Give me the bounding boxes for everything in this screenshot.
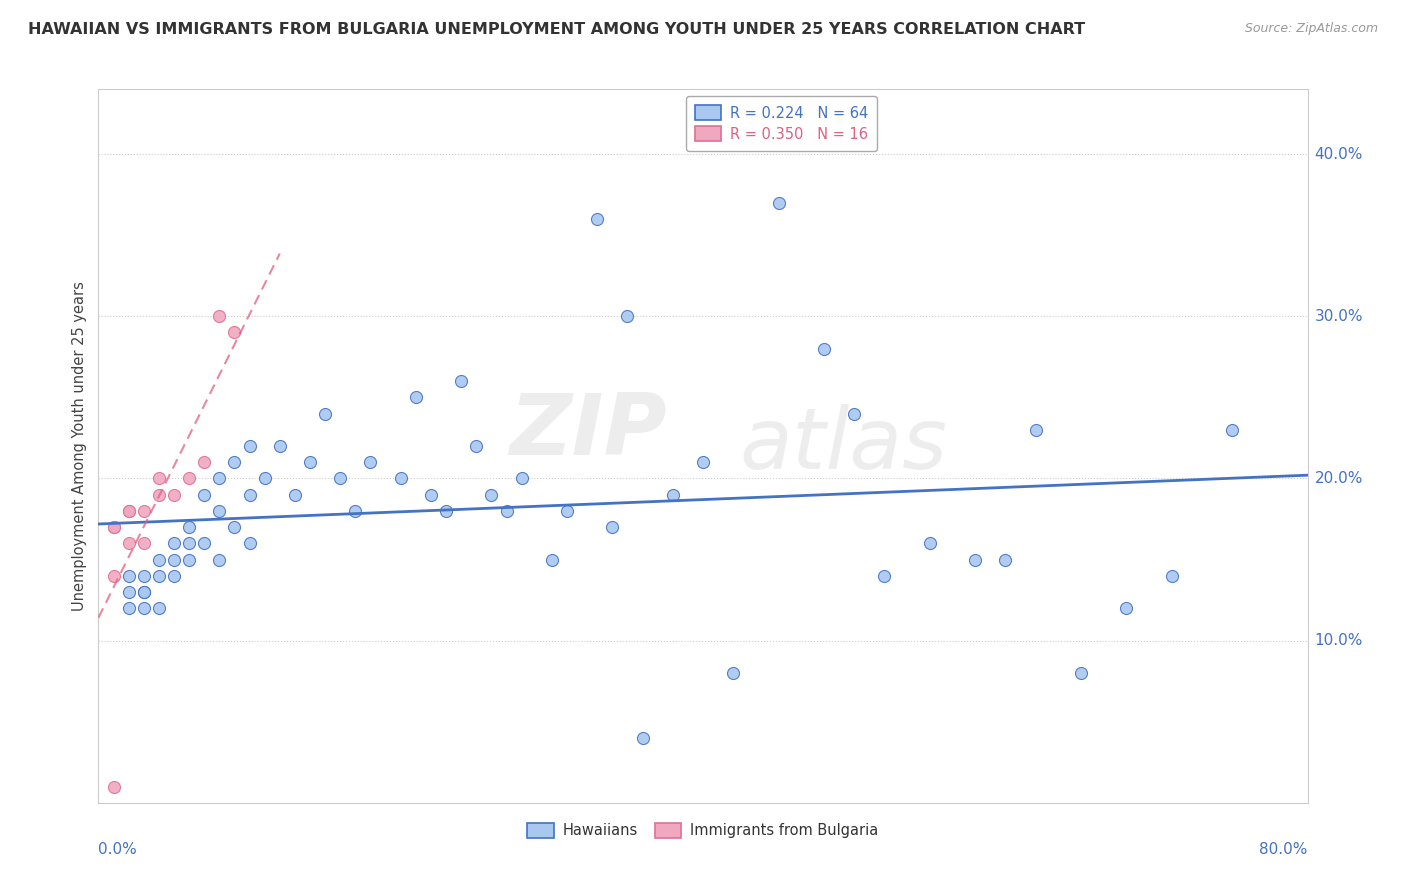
Point	[118, 585, 141, 599]
Point	[224, 455, 246, 469]
Point	[118, 504, 141, 518]
Point	[208, 504, 231, 518]
Point	[253, 471, 276, 485]
Point	[495, 504, 517, 518]
Point	[132, 568, 155, 582]
Point	[360, 455, 382, 469]
Point	[179, 471, 201, 485]
Point	[132, 504, 155, 518]
Point	[148, 601, 170, 615]
Point	[1115, 601, 1137, 615]
Point	[239, 488, 262, 502]
Point	[239, 439, 262, 453]
Text: 30.0%: 30.0%	[1315, 309, 1362, 324]
Point	[1160, 568, 1182, 582]
Point	[193, 455, 215, 469]
Point	[555, 504, 578, 518]
Point	[344, 504, 367, 518]
Text: 10.0%: 10.0%	[1315, 633, 1362, 648]
Point	[314, 407, 336, 421]
Point	[284, 488, 307, 502]
Legend: Hawaiians, Immigrants from Bulgaria: Hawaiians, Immigrants from Bulgaria	[520, 815, 886, 846]
Point	[118, 601, 141, 615]
Text: ZIP: ZIP	[509, 390, 666, 474]
Point	[965, 552, 987, 566]
Point	[434, 504, 457, 518]
Text: Source: ZipAtlas.com: Source: ZipAtlas.com	[1244, 22, 1378, 36]
Point	[873, 568, 896, 582]
Point	[103, 520, 125, 534]
Point	[1220, 423, 1243, 437]
Point	[179, 520, 201, 534]
Point	[465, 439, 488, 453]
Point	[389, 471, 412, 485]
Y-axis label: Unemployment Among Youth under 25 years: Unemployment Among Youth under 25 years	[72, 281, 87, 611]
Point	[193, 536, 215, 550]
Text: atlas: atlas	[740, 404, 948, 488]
Point	[269, 439, 291, 453]
Point	[1024, 423, 1046, 437]
Point	[132, 585, 155, 599]
Point	[299, 455, 322, 469]
Text: 0.0%: 0.0%	[98, 842, 138, 856]
Text: HAWAIIAN VS IMMIGRANTS FROM BULGARIA UNEMPLOYMENT AMONG YOUTH UNDER 25 YEARS COR: HAWAIIAN VS IMMIGRANTS FROM BULGARIA UNE…	[28, 22, 1085, 37]
Point	[918, 536, 941, 550]
Point	[723, 666, 745, 681]
Point	[118, 536, 141, 550]
Point	[661, 488, 683, 502]
Point	[616, 310, 638, 324]
Point	[193, 488, 215, 502]
Point	[103, 780, 125, 794]
Point	[813, 342, 835, 356]
Point	[118, 504, 141, 518]
Point	[163, 536, 186, 550]
Point	[994, 552, 1017, 566]
Point	[481, 488, 503, 502]
Point	[208, 552, 231, 566]
Point	[103, 520, 125, 534]
Point	[239, 536, 262, 550]
Point	[405, 390, 427, 404]
Point	[208, 310, 231, 324]
Point	[844, 407, 866, 421]
Point	[510, 471, 533, 485]
Point	[1070, 666, 1092, 681]
Point	[148, 552, 170, 566]
Point	[132, 536, 155, 550]
Text: 40.0%: 40.0%	[1315, 146, 1362, 161]
Point	[148, 568, 170, 582]
Point	[420, 488, 443, 502]
Point	[692, 455, 714, 469]
Point	[602, 520, 624, 534]
Point	[329, 471, 352, 485]
Point	[163, 552, 186, 566]
Point	[631, 731, 654, 745]
Point	[179, 552, 201, 566]
Text: 20.0%: 20.0%	[1315, 471, 1362, 486]
Point	[132, 585, 155, 599]
Point	[163, 568, 186, 582]
Point	[118, 568, 141, 582]
Point	[768, 195, 790, 210]
Point	[540, 552, 562, 566]
Point	[179, 536, 201, 550]
Point	[450, 374, 472, 388]
Point	[148, 488, 170, 502]
Point	[224, 326, 246, 340]
Point	[163, 488, 186, 502]
Point	[224, 520, 246, 534]
Text: 80.0%: 80.0%	[1260, 842, 1308, 856]
Point	[586, 211, 609, 226]
Point	[132, 601, 155, 615]
Point	[208, 471, 231, 485]
Point	[103, 568, 125, 582]
Point	[148, 471, 170, 485]
